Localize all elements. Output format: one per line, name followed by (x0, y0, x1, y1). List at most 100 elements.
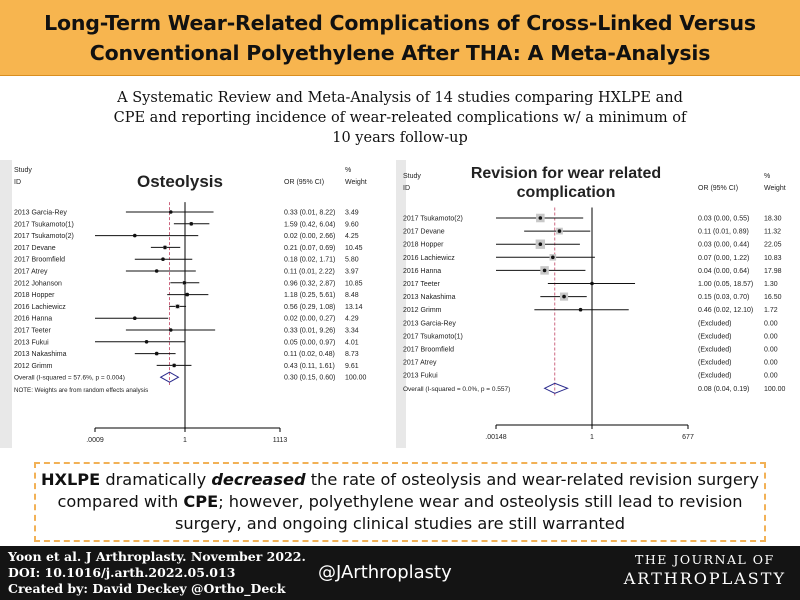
plot1-weight-text: 10.45 (345, 245, 363, 252)
plot2-title-line1: Revision for wear related (471, 165, 661, 182)
plot2-or-text: 0.11 (0.01, 0.89) (698, 229, 749, 236)
summary-cpe: CPE (183, 492, 219, 511)
summary-part2: dramatically (100, 470, 212, 489)
subtitle: A Systematic Review and Meta-Analysis of… (70, 88, 730, 148)
plot1-or-text: 0.21 (0.07, 0.69) (284, 245, 335, 252)
citation-line1: Yoon et al. J Arthroplasty. November 202… (8, 549, 306, 564)
plot2-study-label: 2013 Nakashima (403, 294, 456, 301)
plot1-point (172, 363, 176, 368)
plot1-study-label: 2017 Devane (14, 245, 56, 252)
plot2-study-label: 2013 Fukui (403, 373, 438, 380)
plot2-overall-or: 0.08 (0.04, 0.19) (698, 386, 749, 393)
plot2-or-text: 0.04 (0.00, 0.64) (698, 268, 749, 275)
plot1-weight-text: 4.25 (345, 233, 359, 240)
plot2-weight-text: 10.83 (764, 255, 782, 262)
osteolysis-forest-plot: Study ID% Weight OR (95% CI) Osteolysis 2013 … (0, 160, 386, 448)
plot2-study-label: 2017 Broomfield (403, 347, 454, 354)
footer: Yoon et al. J Arthroplasty. November 202… (0, 546, 800, 600)
plot2-margin (396, 160, 406, 448)
plot1-point (163, 245, 167, 250)
plot2-or-text: 0.03 (0.00, 0.44) (698, 242, 749, 249)
plot1-study-label: 2012 Johanson (14, 280, 62, 287)
summary-text: HXLPE dramatically decreased the rate of… (40, 469, 760, 535)
plot2-overall-label: Overall (I-squared = 0.0%, p = 0.557) (403, 386, 510, 393)
plot1-study-label: 2013 Garcia-Rey (14, 210, 67, 217)
plot1-or-text: 0.02 (0.00, 0.27) (284, 316, 335, 323)
plot1-point (185, 292, 190, 297)
plot2-or-text: 0.07 (0.00, 1.22) (698, 255, 749, 262)
plot1-study-label: 2018 Hopper (14, 292, 55, 299)
plot1-weight-text: 9.60 (345, 221, 359, 228)
plot2-tick-label: .00148 (485, 434, 507, 441)
plot2-point (542, 268, 547, 273)
plot2-or-text: 1.00 (0.05, 18.57) (698, 281, 753, 288)
plot2-or-text: (Excluded) (698, 347, 731, 354)
plot1-tick-label: 1113 (273, 437, 288, 444)
plot2-study-label: 2016 Lachiewicz (403, 255, 455, 262)
plot1-or-text: 0.02 (0.00, 2.66) (284, 233, 335, 240)
plot1-or-text: 0.43 (0.11, 1.61) (284, 363, 335, 370)
plot1-overall-label: Overall (I-squared = 57.6%, p = 0.004) (14, 375, 125, 382)
plot2-study-label: 2018 Hopper (403, 242, 444, 249)
plot1-study-label: 2013 Nakashima (14, 351, 67, 358)
plot2-study-label: 2016 Hanna (403, 268, 441, 275)
summary-part6: ; however, polyethylene wear and osteoly… (174, 492, 743, 533)
plot1-or-text: 1.18 (0.25, 5.61) (284, 292, 335, 299)
plot2-study-label: 2017 Devane (403, 229, 445, 236)
plot1-point (168, 328, 173, 332)
plot1-col-weight-pct: % (345, 167, 351, 174)
journal-logo: THE JOURNAL OF ARTHROPLASTY (624, 552, 786, 588)
osteolysis-forest-svg: Study ID% Weight OR (95% CI) Osteolysis 2013 … (0, 160, 367, 448)
plot2-point (551, 255, 555, 260)
plot2-or-text: 0.15 (0.03, 0.70) (698, 294, 749, 301)
plot1-or-text: 1.59 (0.42, 6.04) (284, 221, 335, 228)
plot2-overall-diamond (543, 382, 569, 394)
plot2-weight-text: 1.30 (764, 281, 778, 288)
plot1-weight-text: 3.97 (345, 269, 359, 276)
plot2-weight-text: 11.32 (764, 229, 781, 236)
plot1-study-label: 2012 Grimm (14, 363, 53, 370)
plot1-point (132, 316, 137, 320)
twitter-handle: @JArthroplasty (318, 562, 452, 583)
plot1-point (189, 222, 194, 226)
plot2-study-label: 2017 Teeter (403, 281, 441, 288)
plot1-weight-text: 8.73 (345, 351, 359, 358)
plot2-weight-text: 1.72 (764, 307, 778, 314)
plot2-or-text: (Excluded) (698, 333, 731, 340)
plot1-overall-weight: 100.00 (345, 375, 367, 382)
plot2-weight-text: 0.00 (764, 333, 778, 340)
plot2-or-text: (Excluded) (698, 373, 731, 380)
plot1-title: Osteolysis (137, 172, 223, 191)
plot1-or-text: 0.96 (0.32, 2.87) (284, 280, 335, 287)
plot1-or-text: 0.33 (0.01, 8.22) (284, 210, 335, 217)
subtitle-line2: CPE and reporting incidence of wear-rele… (113, 110, 687, 126)
summary-hxlpe: HXLPE (40, 470, 101, 489)
plot1-col-id: ID (14, 179, 21, 186)
subtitle-line3: 10 years follow-up (332, 130, 468, 146)
plot1-study-label: 2017 Broomfield (14, 257, 65, 264)
plot2-title-line2: complication (517, 184, 616, 201)
page-title-line2: Conventional Polyethylene After THA: A M… (89, 40, 711, 65)
plot1-weight-text: 10.85 (345, 280, 363, 287)
plot2-point (562, 294, 566, 299)
plot1-tick-label: .0009 (86, 437, 104, 444)
plot1-col-weight: Weight (345, 179, 367, 186)
plot2-point (557, 229, 562, 233)
plot2-or-text: 0.46 (0.02, 12.10) (698, 307, 753, 314)
plot1-point (168, 210, 173, 214)
plot1-margin (0, 160, 12, 448)
revision-forest-svg: Study ID% Weight OR (95% CI) Revision for we… (396, 160, 786, 448)
plot1-study-label: 2017 Tsukamoto(2) (14, 233, 74, 240)
summary-part4: the rate of osteolysis and wear-related … (57, 470, 760, 511)
subtitle-line1: A Systematic Review and Meta-Analysis of… (117, 90, 683, 106)
plot2-weight-text: 0.00 (764, 320, 778, 327)
journal-logo-line2: ARTHROPLASTY (623, 569, 786, 588)
plot2-point (578, 307, 583, 312)
plot2-col-weight: Weight (764, 185, 786, 192)
plot1-tick-label: 1 (183, 437, 187, 444)
plot1-study-label: 2017 Tsukamoto(1) (14, 221, 74, 228)
plot1-weight-text: 4.29 (345, 316, 359, 323)
plot1-weight-text: 8.48 (345, 292, 359, 299)
plot2-weight-text: 18.30 (764, 216, 782, 223)
plot1-or-text: 0.56 (0.29, 1.08) (284, 304, 335, 311)
